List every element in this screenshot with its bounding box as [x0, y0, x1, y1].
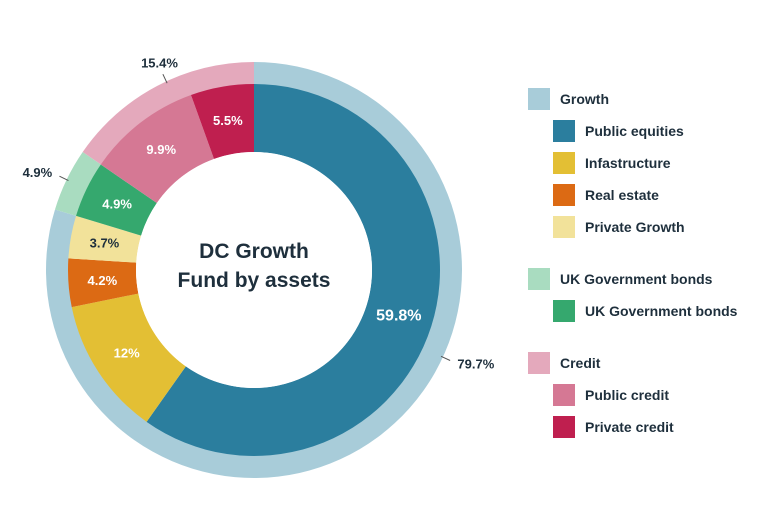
legend-swatch: [553, 416, 575, 438]
legend-item-private-credit: Private credit: [553, 416, 674, 438]
legend-item-public-equities: Public equities: [553, 120, 684, 142]
inner-slice-private-growth: [68, 215, 142, 263]
legend-swatch: [528, 352, 550, 374]
inner-label-private-growth: 3.7%: [90, 235, 120, 250]
outer-ring: [45, 62, 463, 478]
legend-label: UK Government bonds: [585, 303, 738, 319]
legend-item-uk-government-bonds: UK Government bonds: [553, 300, 737, 322]
legend-swatch: [553, 120, 575, 142]
legend-label: Private Growth: [585, 219, 685, 235]
inner-ring: [68, 84, 440, 456]
data-labels: 59.8% 12% 4.2% 3.7% 4.9% 9.9% 5.5% 79.7% 4.9% 15.…: [23, 55, 495, 371]
legend-swatch: [553, 184, 575, 206]
inner-slice-uk-government-bonds: [76, 164, 157, 236]
legend-swatch: [528, 88, 550, 110]
legend-label: Growth: [560, 91, 609, 107]
outer-label-growth: 79.7%: [457, 356, 494, 371]
inner-label-public-equities: 59.8%: [376, 308, 421, 325]
legend-swatch: [553, 216, 575, 238]
outer-label-uk-government-bonds: 4.9%: [23, 165, 53, 180]
legend-swatch: [553, 152, 575, 174]
inner-slice-infastructure: [71, 293, 186, 422]
legend-label: UK Government bonds: [560, 271, 713, 287]
legend-item-private-growth: Private Growth: [553, 216, 685, 238]
inner-label-public-credit: 9.9%: [146, 142, 176, 157]
outer-leader-growth: [440, 355, 451, 361]
legend-item-public-credit: Public credit: [553, 384, 669, 406]
inner-slice-public-credit: [100, 94, 215, 204]
inner-slice-public-equities: [146, 84, 440, 456]
legend-item-infastructure: Infastructure: [553, 152, 671, 174]
outer-slice-credit: [82, 62, 254, 166]
chart-title-line-1: DC Growth: [199, 240, 309, 263]
legend-label: Public equities: [585, 123, 684, 139]
legend-swatch: [553, 300, 575, 322]
chart-title-line-2: Fund by assets: [178, 269, 331, 292]
inner-label-infastructure: 12%: [114, 346, 140, 361]
legend-label: Private credit: [585, 419, 674, 435]
inner-label-uk-government-bonds: 4.9%: [102, 196, 132, 211]
outer-label-credit: 15.4%: [141, 55, 178, 70]
outer-leader-uk-government-bonds: [59, 175, 69, 181]
legend-label: Real estate: [585, 187, 659, 203]
legend-label: Credit: [560, 355, 601, 371]
legend-label: Public credit: [585, 387, 670, 403]
legend-item-credit: Credit: [528, 352, 600, 374]
outer-slice-uk-government-bonds: [55, 152, 102, 217]
outer-leader-credit: [162, 73, 168, 84]
legend-item-real-estate: Real estate: [553, 184, 659, 206]
legend-item-growth: Growth: [528, 88, 609, 110]
legend-swatch: [528, 268, 550, 290]
inner-slice-real-estate: [68, 258, 139, 308]
legend-item-uk-government-bonds: UK Government bonds: [528, 268, 712, 290]
inner-label-real-estate: 4.2%: [88, 273, 118, 288]
donut-hole: [136, 152, 372, 388]
inner-slice-private-credit: [190, 84, 254, 159]
legend-label: Infastructure: [585, 155, 671, 171]
legend-swatch: [553, 384, 575, 406]
inner-label-private-credit: 5.5%: [213, 113, 243, 128]
